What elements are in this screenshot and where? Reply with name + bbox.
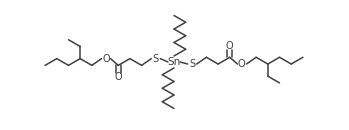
Text: O: O [114, 72, 122, 82]
Text: Sn: Sn [168, 57, 181, 67]
Text: O: O [226, 41, 233, 51]
Text: O: O [238, 59, 245, 69]
Text: S: S [190, 59, 196, 69]
Text: O: O [103, 54, 110, 64]
Text: S: S [152, 54, 158, 64]
